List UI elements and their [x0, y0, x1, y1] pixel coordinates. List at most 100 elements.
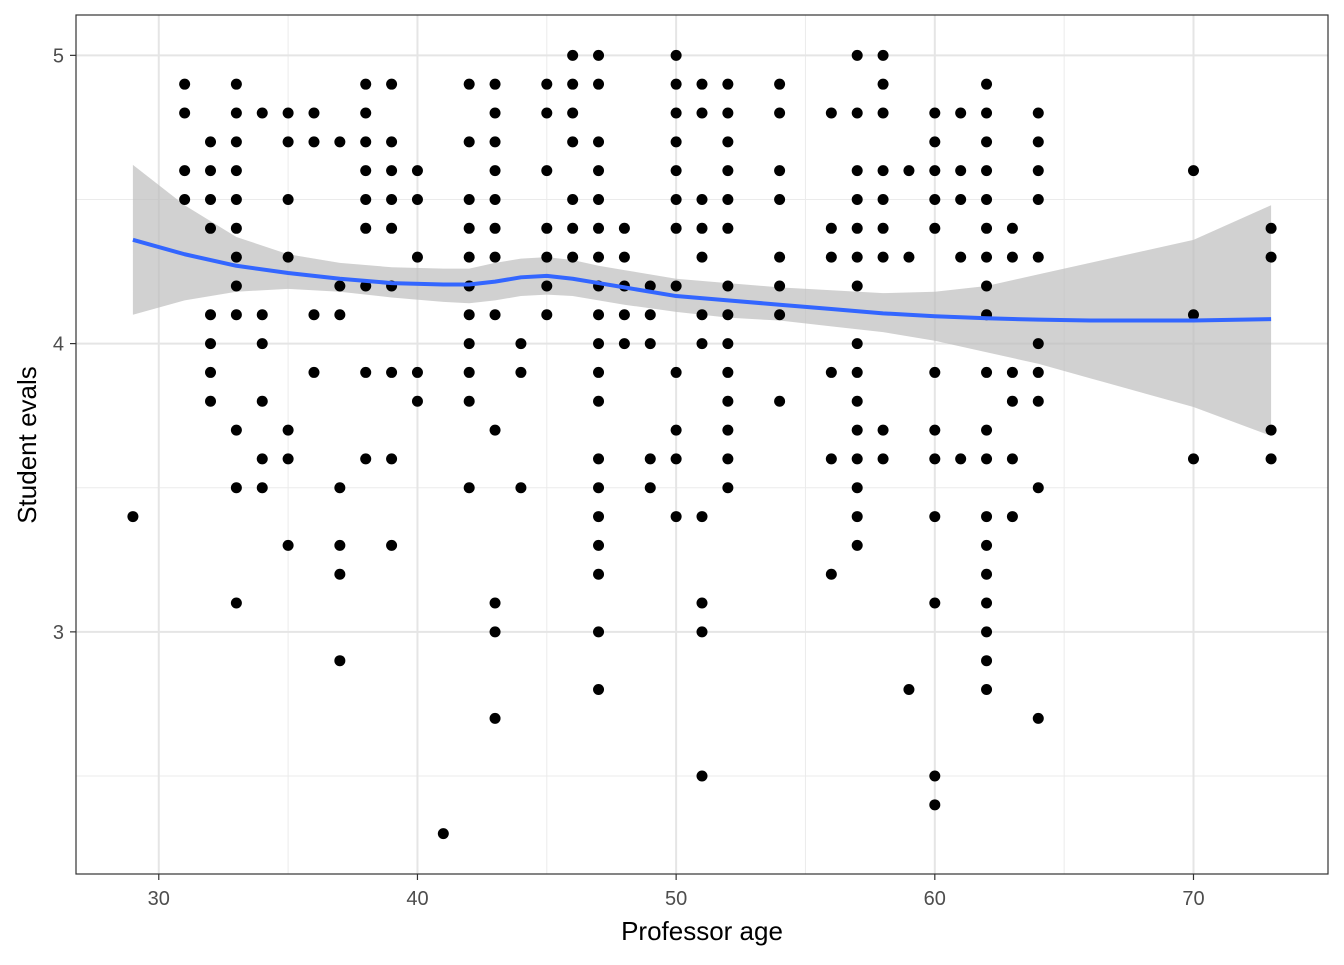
- axes: 30 40 50 60 70 3 4 5: [53, 45, 1205, 910]
- data-point: [722, 395, 734, 407]
- data-point: [489, 424, 501, 436]
- data-point: [593, 482, 605, 494]
- data-point: [463, 251, 475, 263]
- data-point: [386, 453, 398, 465]
- data-point: [670, 453, 682, 465]
- data-point: [644, 453, 656, 465]
- data-point: [877, 251, 889, 263]
- data-point: [981, 366, 993, 378]
- data-point: [256, 338, 268, 350]
- data-point: [489, 165, 501, 177]
- panel-border: [75, 14, 1329, 875]
- data-point: [1032, 251, 1044, 263]
- data-point: [308, 107, 320, 119]
- data-point: [696, 770, 708, 782]
- data-point: [360, 107, 372, 119]
- data-point: [670, 511, 682, 523]
- data-point: [774, 78, 786, 90]
- data-point: [230, 222, 242, 234]
- data-point: [256, 309, 268, 321]
- data-point: [386, 136, 398, 148]
- data-point: [670, 107, 682, 119]
- data-point: [851, 193, 863, 205]
- data-point: [696, 511, 708, 523]
- data-point: [593, 49, 605, 61]
- data-point: [593, 251, 605, 263]
- data-point: [851, 511, 863, 523]
- data-point: [929, 424, 941, 436]
- data-point: [1032, 712, 1044, 724]
- data-point: [774, 280, 786, 292]
- data-point: [360, 280, 372, 292]
- data-point: [489, 251, 501, 263]
- data-point: [877, 165, 889, 177]
- y-tick-label: 3: [53, 622, 64, 644]
- data-point: [541, 280, 553, 292]
- data-point: [774, 309, 786, 321]
- data-point: [618, 222, 630, 234]
- data-point: [386, 366, 398, 378]
- data-point: [929, 770, 941, 782]
- data-point: [541, 107, 553, 119]
- data-point: [696, 78, 708, 90]
- data-point: [308, 366, 320, 378]
- data-point: [670, 280, 682, 292]
- data-point: [955, 107, 967, 119]
- data-point: [696, 222, 708, 234]
- data-point: [541, 222, 553, 234]
- data-point: [179, 78, 191, 90]
- data-point: [722, 165, 734, 177]
- data-point: [411, 366, 423, 378]
- data-point: [851, 107, 863, 119]
- data-point: [515, 366, 527, 378]
- data-point: [463, 366, 475, 378]
- data-point: [386, 165, 398, 177]
- data-point: [386, 222, 398, 234]
- data-point: [722, 453, 734, 465]
- data-point: [1265, 251, 1277, 263]
- data-point: [670, 78, 682, 90]
- data-point: [644, 338, 656, 350]
- data-point: [877, 49, 889, 61]
- data-point: [851, 338, 863, 350]
- data-point: [515, 338, 527, 350]
- data-point: [929, 165, 941, 177]
- data-point: [593, 511, 605, 523]
- data-point: [230, 280, 242, 292]
- data-point: [411, 165, 423, 177]
- data-point: [489, 136, 501, 148]
- data-point: [593, 78, 605, 90]
- data-point: [1187, 165, 1199, 177]
- data-point: [593, 539, 605, 551]
- data-point: [1006, 222, 1018, 234]
- data-point: [282, 251, 294, 263]
- data-point: [463, 309, 475, 321]
- data-point: [903, 684, 915, 696]
- data-point: [360, 78, 372, 90]
- data-point: [696, 107, 708, 119]
- data-point: [1032, 395, 1044, 407]
- data-point: [929, 107, 941, 119]
- data-point: [489, 107, 501, 119]
- data-point: [230, 424, 242, 436]
- data-point: [1265, 222, 1277, 234]
- data-point: [825, 366, 837, 378]
- data-point: [929, 799, 941, 811]
- data-point: [696, 597, 708, 609]
- data-point: [360, 165, 372, 177]
- data-point: [386, 539, 398, 551]
- data-point: [205, 309, 217, 321]
- data-point: [877, 193, 889, 205]
- data-point: [825, 453, 837, 465]
- data-point: [877, 78, 889, 90]
- data-point: [489, 78, 501, 90]
- data-point: [851, 366, 863, 378]
- data-point: [618, 309, 630, 321]
- data-point: [230, 309, 242, 321]
- data-point: [256, 453, 268, 465]
- data-point: [929, 193, 941, 205]
- data-point: [774, 395, 786, 407]
- data-point: [1032, 136, 1044, 148]
- data-point: [851, 424, 863, 436]
